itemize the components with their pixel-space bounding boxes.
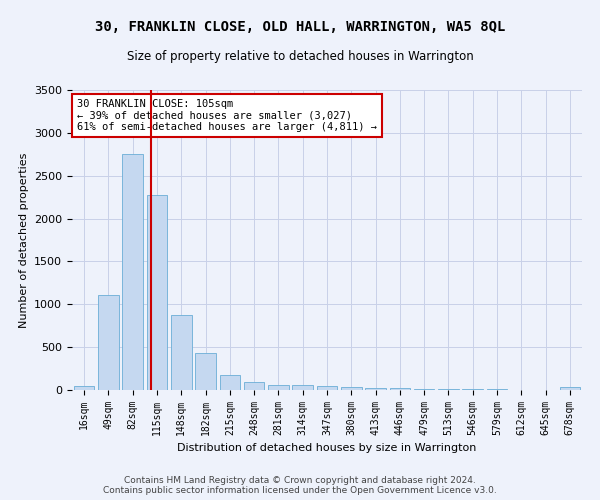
Bar xyxy=(365,388,386,390)
Bar xyxy=(244,382,265,390)
Bar xyxy=(122,154,143,390)
Text: Contains HM Land Registry data © Crown copyright and database right 2024.
Contai: Contains HM Land Registry data © Crown c… xyxy=(103,476,497,495)
Text: 30 FRANKLIN CLOSE: 105sqm
← 39% of detached houses are smaller (3,027)
61% of se: 30 FRANKLIN CLOSE: 105sqm ← 39% of detac… xyxy=(77,99,377,132)
Bar xyxy=(268,386,289,390)
Text: Size of property relative to detached houses in Warrington: Size of property relative to detached ho… xyxy=(127,50,473,63)
Bar xyxy=(146,194,167,390)
X-axis label: Distribution of detached houses by size in Warrington: Distribution of detached houses by size … xyxy=(178,444,476,454)
Bar xyxy=(171,316,191,390)
Bar xyxy=(414,388,434,390)
Bar xyxy=(292,386,313,390)
Bar xyxy=(220,376,240,390)
Text: 30, FRANKLIN CLOSE, OLD HALL, WARRINGTON, WA5 8QL: 30, FRANKLIN CLOSE, OLD HALL, WARRINGTON… xyxy=(95,20,505,34)
Bar xyxy=(341,387,362,390)
Bar xyxy=(317,386,337,390)
Bar xyxy=(438,388,459,390)
Bar xyxy=(98,295,119,390)
Bar xyxy=(463,389,483,390)
Y-axis label: Number of detached properties: Number of detached properties xyxy=(19,152,29,328)
Bar xyxy=(560,388,580,390)
Bar xyxy=(74,386,94,390)
Bar xyxy=(195,353,216,390)
Bar xyxy=(389,388,410,390)
